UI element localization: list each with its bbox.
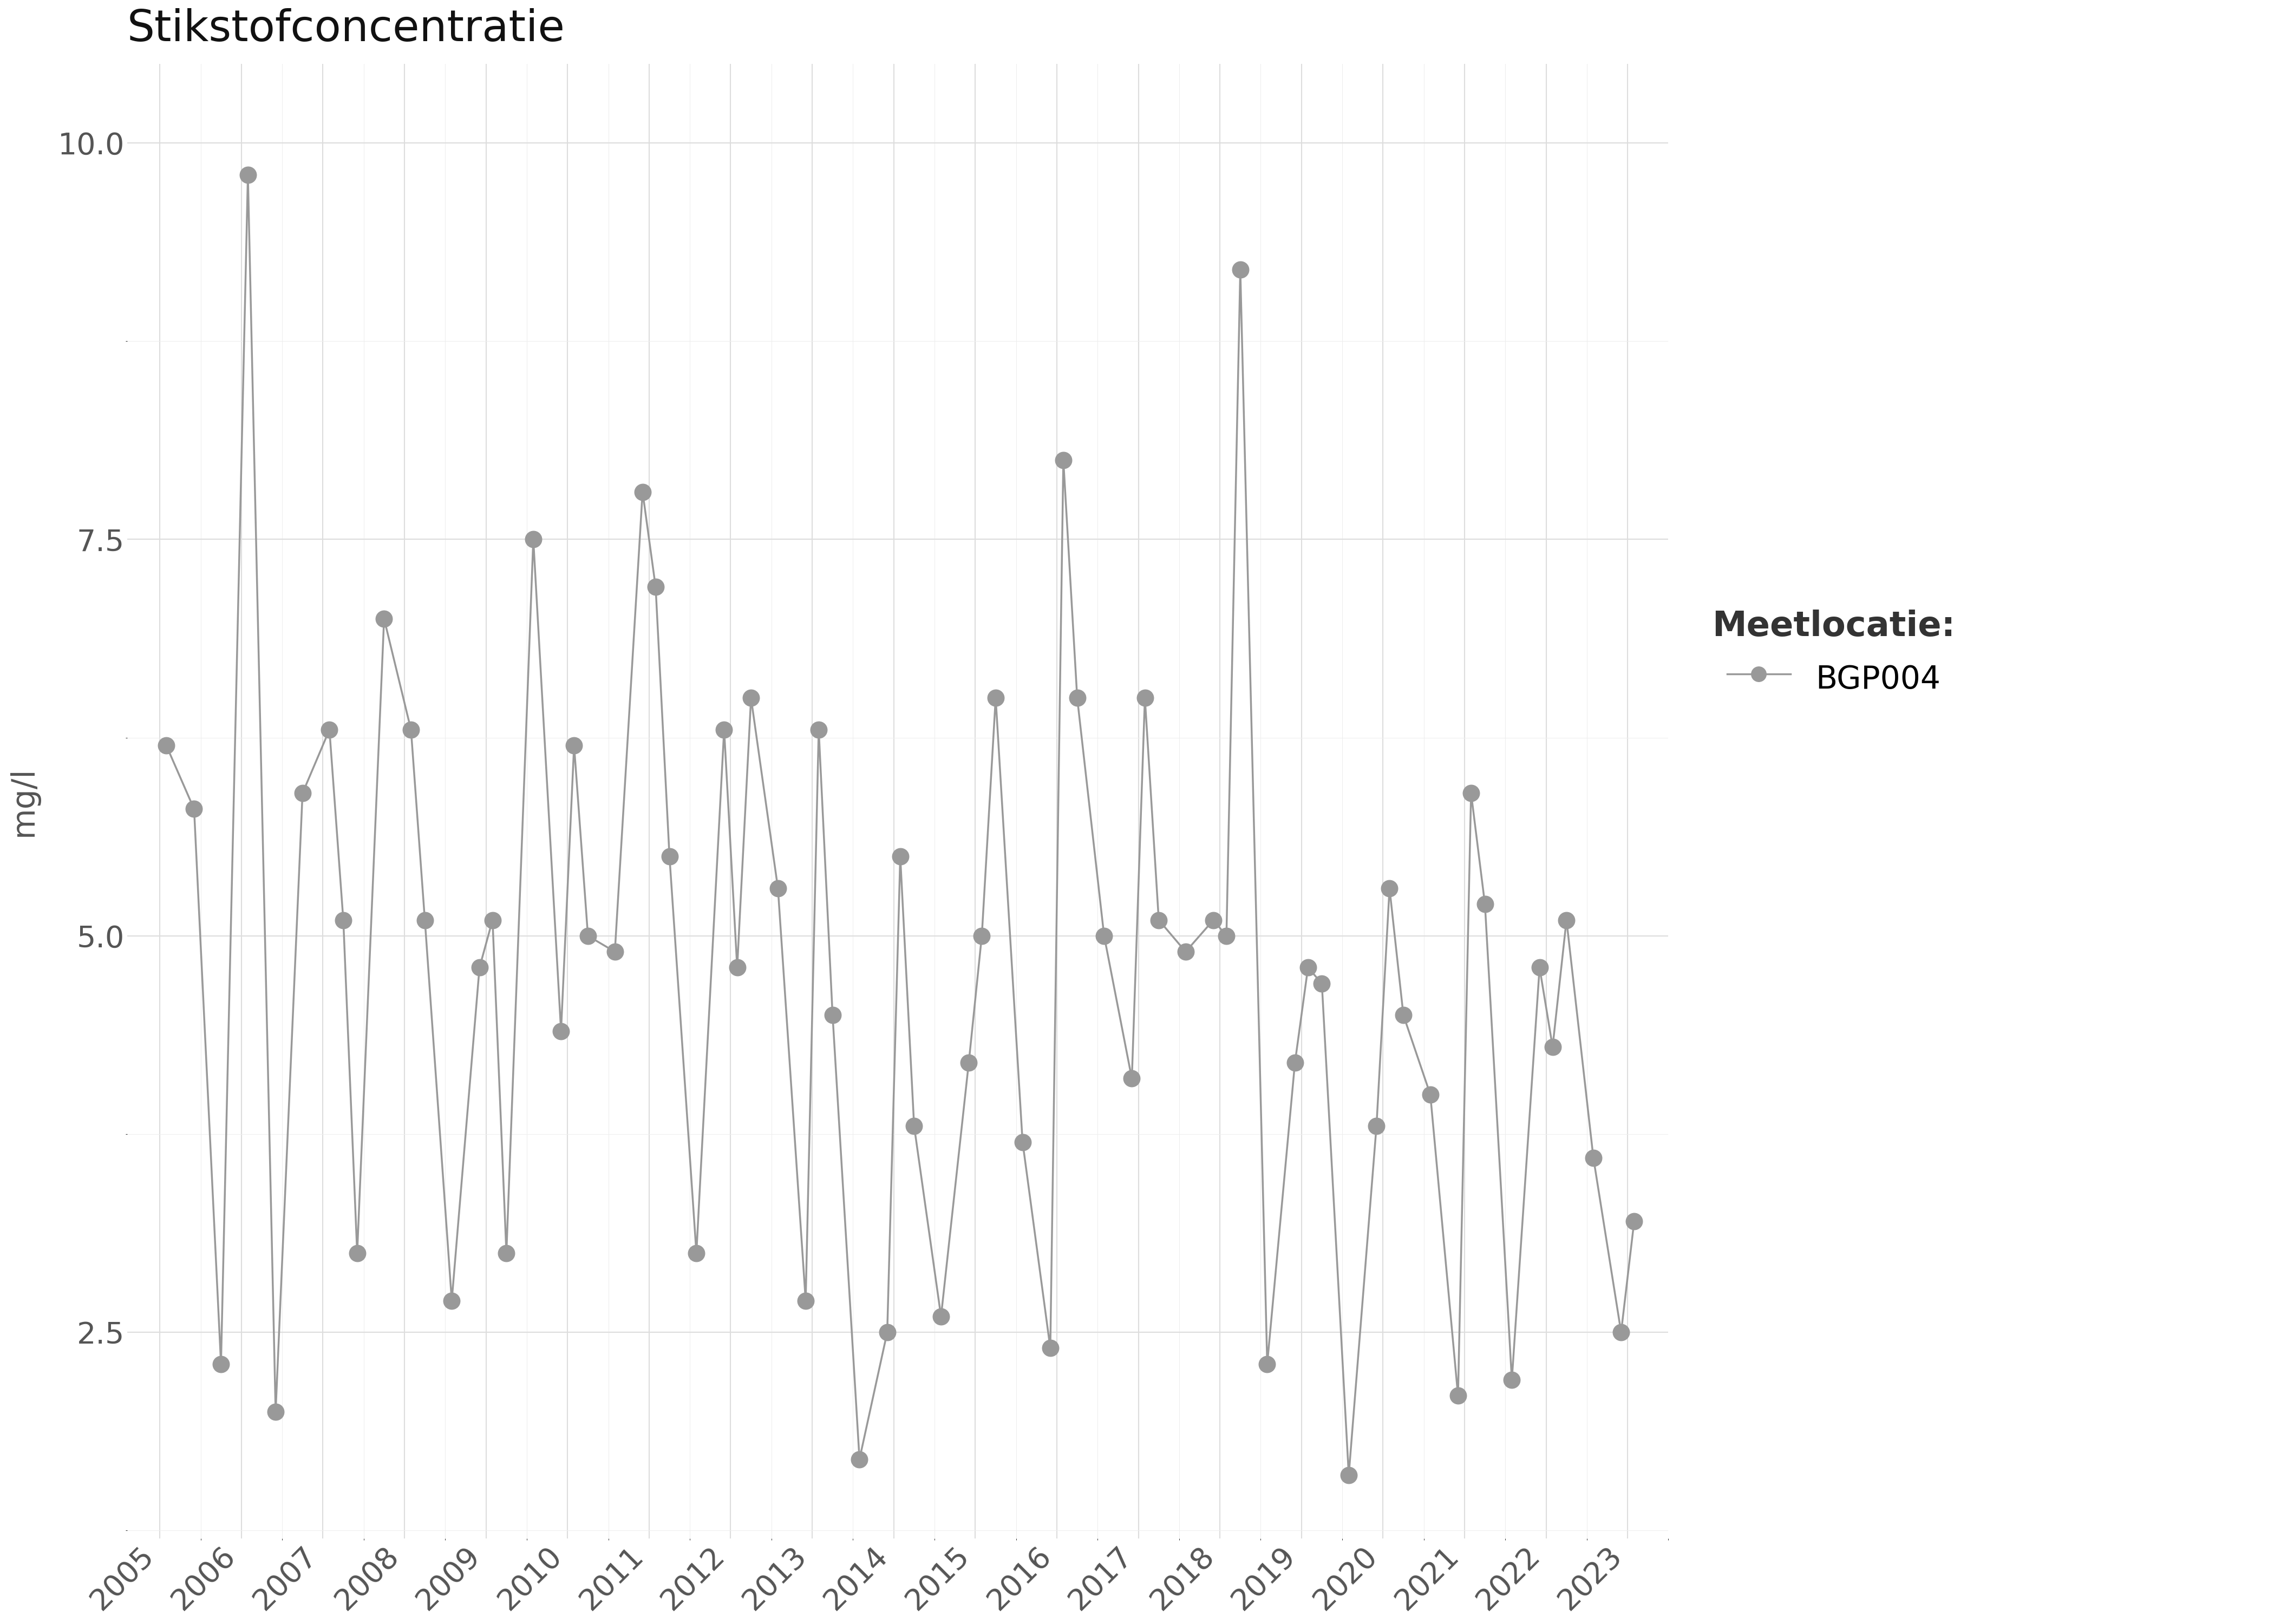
Text: Stikstofconcentratie: Stikstofconcentratie [127, 8, 566, 50]
Y-axis label: mg/l: mg/l [9, 767, 39, 836]
Legend: BGP004: BGP004 [1699, 598, 1967, 710]
